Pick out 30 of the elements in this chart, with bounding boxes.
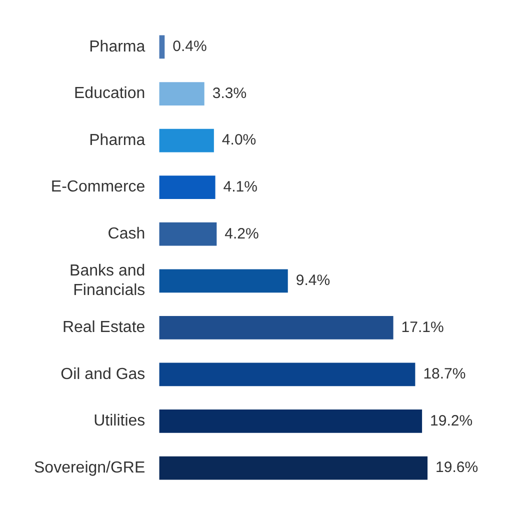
data-label: 19.2% [430,412,473,430]
bar [159,316,394,340]
data-label: 4.0% [222,132,256,149]
data-label: 3.3% [212,84,247,102]
data-label: 4.2% [224,225,259,242]
bar [159,362,416,386]
y-tick-label: Pharma [89,38,146,56]
data-label: 9.4% [296,272,330,290]
y-tick-label: Sovereign/GRE [34,459,146,476]
bar [159,35,165,59]
bar [159,176,216,200]
y-tick-label: Cash [108,226,146,243]
y-tick-label: Education [74,85,146,102]
bar [159,222,217,246]
bar [159,128,214,152]
y-tick-label: E-Commerce [50,178,146,196]
data-label: 0.4% [172,38,207,56]
data-label: 18.7% [423,366,466,383]
y-tick-label: Banks and Financials [70,262,146,299]
data-label: 19.6% [436,459,478,476]
y-tick-label: Oil and Gas [60,366,146,383]
bar [159,456,428,480]
bar [159,269,288,293]
y-tick-label: Pharma [89,132,146,149]
data-label: 17.1% [401,318,444,336]
data-label: 4.1% [223,178,258,196]
bar [159,410,422,433]
bar [159,82,204,106]
y-tick-label: Real Estate [62,319,146,336]
y-tick-label: Utilities [94,412,146,430]
